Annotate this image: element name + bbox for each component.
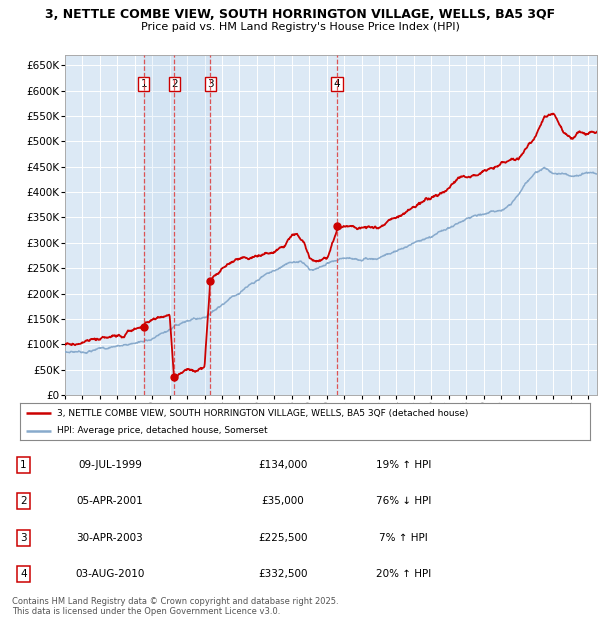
Text: 3, NETTLE COMBE VIEW, SOUTH HORRINGTON VILLAGE, WELLS, BA5 3QF (detached house): 3, NETTLE COMBE VIEW, SOUTH HORRINGTON V… — [57, 409, 469, 418]
Text: HPI: Average price, detached house, Somerset: HPI: Average price, detached house, Some… — [57, 427, 268, 435]
Text: £134,000: £134,000 — [258, 460, 307, 470]
Text: 4: 4 — [20, 569, 27, 579]
Text: £35,000: £35,000 — [262, 497, 304, 507]
Text: 19% ↑ HPI: 19% ↑ HPI — [376, 460, 431, 470]
Text: 03-AUG-2010: 03-AUG-2010 — [75, 569, 145, 579]
Text: 1: 1 — [140, 79, 147, 89]
Text: £332,500: £332,500 — [258, 569, 307, 579]
Text: 4: 4 — [334, 79, 340, 89]
Text: 3, NETTLE COMBE VIEW, SOUTH HORRINGTON VILLAGE, WELLS, BA5 3QF: 3, NETTLE COMBE VIEW, SOUTH HORRINGTON V… — [45, 8, 555, 21]
Text: 3: 3 — [207, 79, 214, 89]
Text: 76% ↓ HPI: 76% ↓ HPI — [376, 497, 431, 507]
Text: Contains HM Land Registry data © Crown copyright and database right 2025.
This d: Contains HM Land Registry data © Crown c… — [12, 596, 338, 616]
Text: 09-JUL-1999: 09-JUL-1999 — [78, 460, 142, 470]
Text: 20% ↑ HPI: 20% ↑ HPI — [376, 569, 431, 579]
Text: 1: 1 — [20, 460, 27, 470]
Bar — [144, 55, 210, 395]
Text: 05-APR-2001: 05-APR-2001 — [77, 497, 143, 507]
Text: Price paid vs. HM Land Registry's House Price Index (HPI): Price paid vs. HM Land Registry's House … — [140, 22, 460, 32]
Text: 7% ↑ HPI: 7% ↑ HPI — [379, 533, 428, 542]
Text: 2: 2 — [171, 79, 178, 89]
Text: 30-APR-2003: 30-APR-2003 — [77, 533, 143, 542]
Text: 3: 3 — [20, 533, 27, 542]
Text: £225,500: £225,500 — [258, 533, 307, 542]
Text: 2: 2 — [20, 497, 27, 507]
